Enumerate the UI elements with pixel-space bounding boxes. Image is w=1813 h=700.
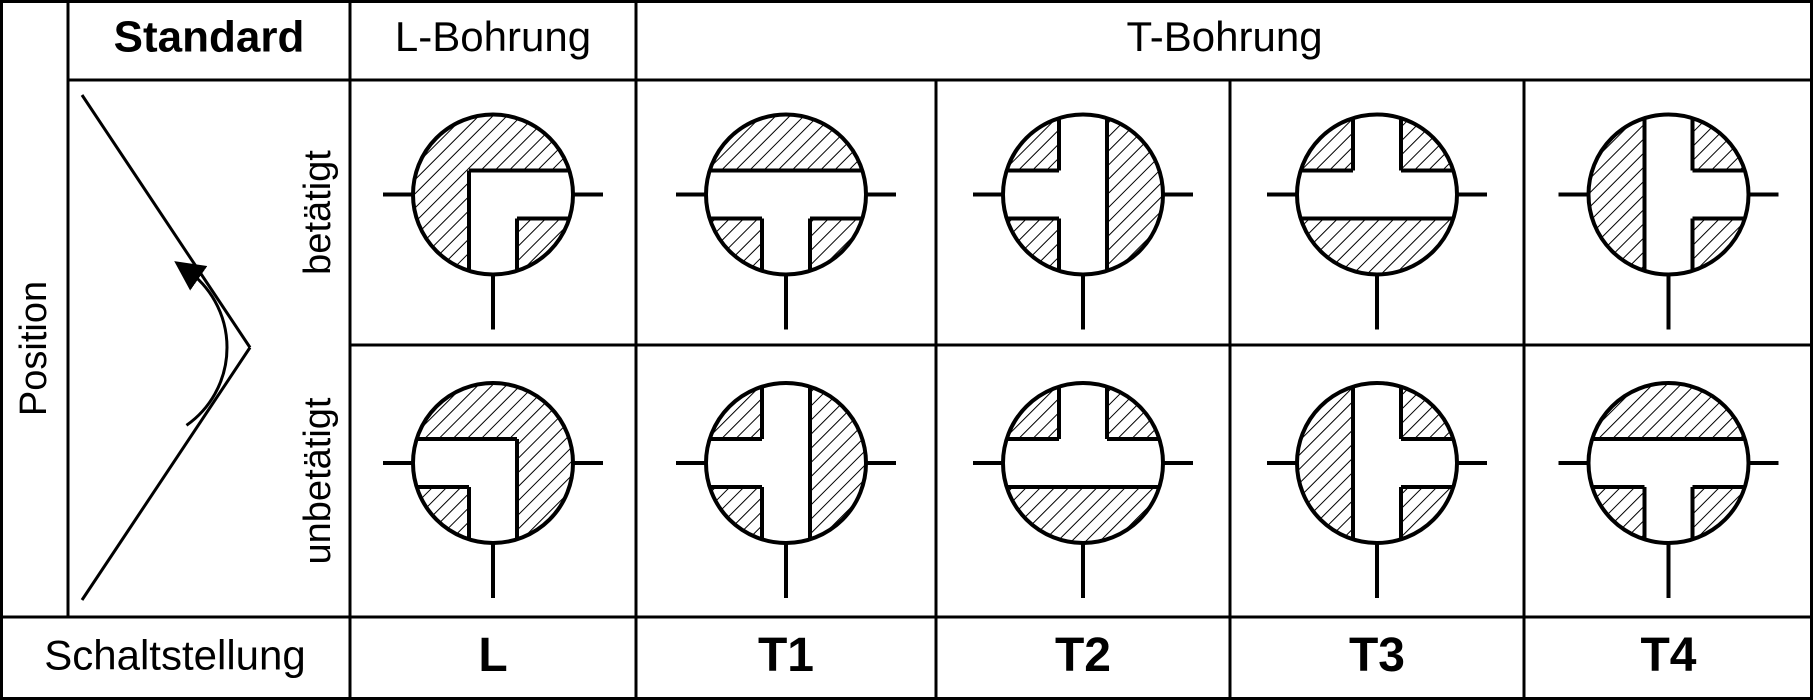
- valve-position-table: Standard L-Bohrung T-Bohrung Position betäti…: [0, 0, 1813, 700]
- svg-text:L-Bohrung: L-Bohrung: [395, 13, 591, 60]
- svg-text:L: L: [478, 629, 507, 682]
- position-indicator: [82, 95, 250, 600]
- svg-text:T1: T1: [758, 629, 814, 682]
- footer-row: Schaltstellung L T1 T2 T3 T4: [44, 629, 1697, 682]
- svg-text:T4: T4: [1640, 629, 1696, 682]
- svg-text:Schaltstellung: Schaltstellung: [44, 632, 306, 679]
- svg-text:T-Bohrung: T-Bohrung: [1126, 13, 1322, 60]
- svg-text:T3: T3: [1349, 629, 1405, 682]
- table-grid: [0, 0, 1813, 700]
- valve-glyphs: [383, 113, 1779, 599]
- svg-text:betätigt: betätigt: [297, 150, 339, 275]
- svg-text:unbetätigt: unbetätigt: [297, 397, 339, 564]
- svg-text:Standard: Standard: [114, 13, 305, 62]
- svg-text:Position: Position: [13, 281, 55, 416]
- svg-text:T2: T2: [1055, 629, 1111, 682]
- table-svg: Standard L-Bohrung T-Bohrung Position betäti…: [0, 0, 1813, 700]
